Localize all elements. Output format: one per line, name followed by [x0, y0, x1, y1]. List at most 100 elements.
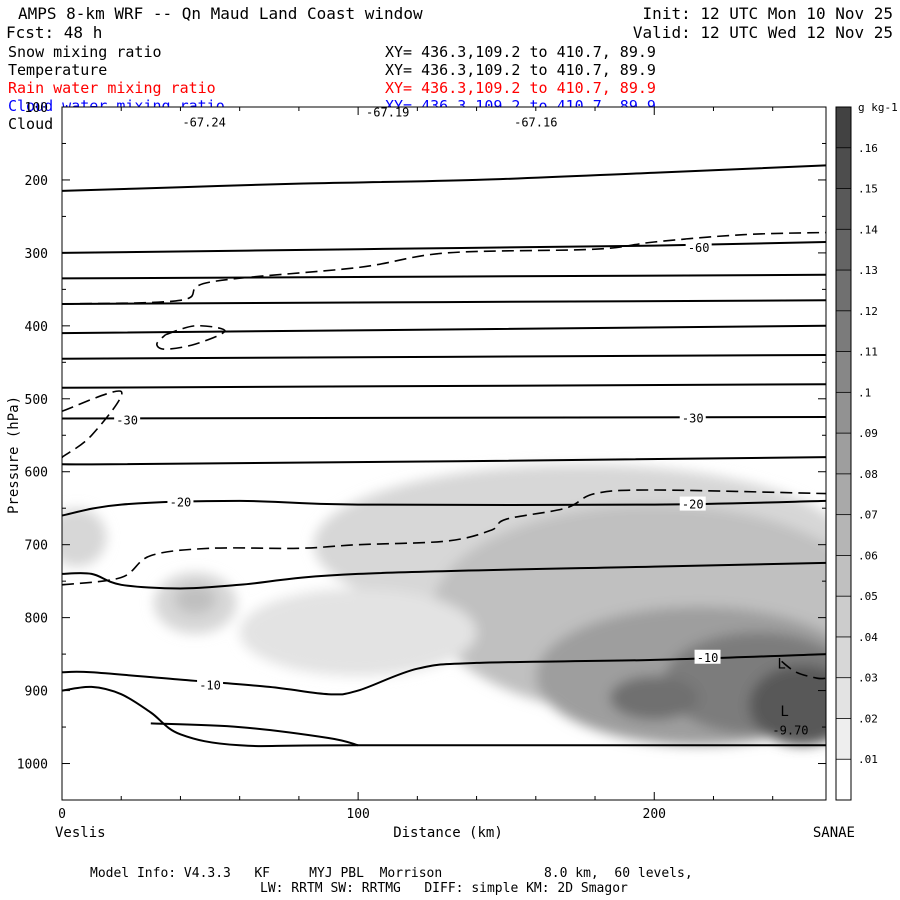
colorbar-label: .05 — [858, 590, 878, 603]
isotherm-line — [62, 456, 826, 466]
model-info-line-2: LW: RRTM SW: RRTMG DIFF: simple KM: 2D S… — [260, 881, 628, 896]
colorbar-units: g kg-1 — [858, 101, 898, 114]
isotherm-line — [150, 722, 359, 747]
colorbar-label: .04 — [858, 631, 878, 644]
isotherm-label-bg — [167, 494, 194, 509]
y-tick-label: 900 — [25, 685, 48, 700]
y-tick-label: 700 — [25, 539, 48, 554]
colorbar-swatch — [836, 718, 851, 760]
colorbar-swatch — [836, 473, 851, 515]
y-tick-label: 1000 — [17, 758, 48, 773]
colorbar-swatch — [836, 351, 851, 393]
colorbar-swatch — [836, 188, 851, 230]
snow-blob — [749, 665, 826, 746]
field-name: Rain water mixing ratio — [8, 79, 216, 97]
colorbar-label: .1 — [858, 386, 871, 399]
left-endpoint-label: Veslis — [55, 825, 106, 841]
plot-annotation: -9.70 — [772, 723, 808, 737]
x-axis-label: Distance (km) — [393, 825, 503, 841]
isotherm-label: -10 — [697, 651, 719, 665]
y-tick-label: 600 — [25, 466, 48, 481]
init-time: Init: 12 UTC Mon 10 Nov 25 — [643, 4, 893, 23]
colorbar-swatch — [836, 433, 851, 474]
isotherm-label: -20 — [170, 495, 192, 509]
plot-annotation: -67.19 — [366, 105, 409, 119]
snow-blob — [609, 675, 699, 720]
isotherm-label: -20 — [682, 498, 704, 512]
ice-contour-line — [62, 390, 123, 458]
snow-blob — [239, 588, 477, 676]
plot-annotation: L — [777, 657, 785, 673]
forecast-hour: Fcst: 48 h — [6, 23, 102, 42]
colorbar-label: .11 — [858, 346, 878, 359]
colorbar-swatch — [836, 107, 851, 148]
field-coords: XY= 436.3,109.2 to 410.7, 89.9 — [385, 43, 656, 61]
field-name: Temperature — [8, 61, 107, 79]
ice-contour-line — [62, 231, 826, 305]
colorbar-label: .09 — [858, 427, 878, 440]
colorbar-swatch — [836, 147, 851, 189]
isotherm-line — [62, 354, 826, 360]
valid-time: Valid: 12 UTC Wed 12 Nov 25 — [633, 23, 893, 42]
plot-annotation: L — [780, 704, 788, 720]
colorbar-swatch — [836, 270, 851, 311]
colorbar-label: .02 — [858, 712, 878, 725]
y-tick-label: 400 — [25, 320, 48, 335]
isotherm-label-bg — [679, 410, 706, 425]
plot-annotation: -67.24 — [182, 116, 225, 130]
colorbar-swatch — [836, 596, 851, 637]
isotherm-label-bg — [679, 496, 706, 511]
plot-area: -30 -30 -20 -20 -10 -10 -60 -67.24 -67.19 -67.16… — [17, 101, 827, 822]
right-endpoint-label: SANAE — [813, 825, 855, 841]
colorbar: .01 .02 .03 .04 .05 .06 .07 .08 .09 .1 .11 .12 .13 .1… — [835, 106, 878, 801]
y-tick-label: 800 — [25, 612, 48, 627]
colorbar-label: .12 — [858, 305, 878, 318]
y-tick-label: 300 — [25, 247, 48, 262]
isotherm-line — [62, 653, 826, 696]
field-coords: XY= 436.3,109.2 to 410.7, 89.9 — [385, 61, 656, 79]
colorbar-label: .08 — [858, 468, 878, 481]
isotherm-label-bg — [114, 412, 141, 427]
field-name: Snow mixing ratio — [8, 43, 162, 61]
isotherm-label: -10 — [199, 678, 221, 692]
isotherm-line — [62, 241, 826, 254]
ice-contour-line — [781, 660, 826, 680]
colorbar-swatch — [836, 677, 851, 719]
y-axis: 100 200 300 400 500 600 700 800 900 1000 — [17, 101, 826, 801]
isotherm-line — [62, 324, 826, 335]
isotherm-label-bg — [685, 239, 712, 254]
x-tick-label: 0 — [58, 807, 66, 822]
x-tick-label: 100 — [346, 807, 369, 822]
colorbar-swatch — [836, 636, 851, 678]
plot-annotation: -67.16 — [514, 116, 557, 130]
colorbar-label: .07 — [858, 509, 878, 522]
y-tick-label: 100 — [25, 101, 48, 116]
model-info-line-1: Model Info: V4.3.3 KF MYJ PBL Morrison 8… — [90, 866, 693, 881]
isotherm-label: -30 — [682, 411, 704, 425]
x-tick-label: 200 — [643, 807, 666, 822]
ice-contours — [62, 231, 826, 680]
snow-blob — [62, 508, 107, 567]
y-tick-label: 500 — [25, 393, 48, 408]
y-axis-label: Pressure (hPa) — [6, 396, 22, 514]
isotherm-line — [62, 273, 826, 280]
isotherm-line — [62, 685, 826, 748]
isotherm-line — [62, 383, 826, 389]
isotherm-label: -30 — [116, 414, 138, 428]
isotherm-label: -60 — [688, 241, 710, 255]
ice-contour-line — [155, 324, 226, 351]
colorbar-swatch — [836, 392, 851, 434]
colorbar-label: .15 — [858, 183, 878, 196]
colorbar-swatch — [836, 229, 851, 271]
ice-contour-line — [62, 489, 826, 586]
x-axis: 0 100 200 — [58, 107, 774, 822]
y-tick-label: 200 — [25, 174, 48, 189]
colorbar-label: .16 — [858, 142, 878, 155]
plot-annotations: -67.24 -67.19 -67.16 L -9.70 L — [182, 105, 808, 737]
colorbar-swatch — [836, 310, 851, 352]
colorbar-label: .14 — [858, 223, 878, 236]
isotherm-label-bg — [694, 649, 721, 664]
colorbar-swatch — [836, 759, 851, 800]
isotherm-line — [62, 164, 826, 192]
